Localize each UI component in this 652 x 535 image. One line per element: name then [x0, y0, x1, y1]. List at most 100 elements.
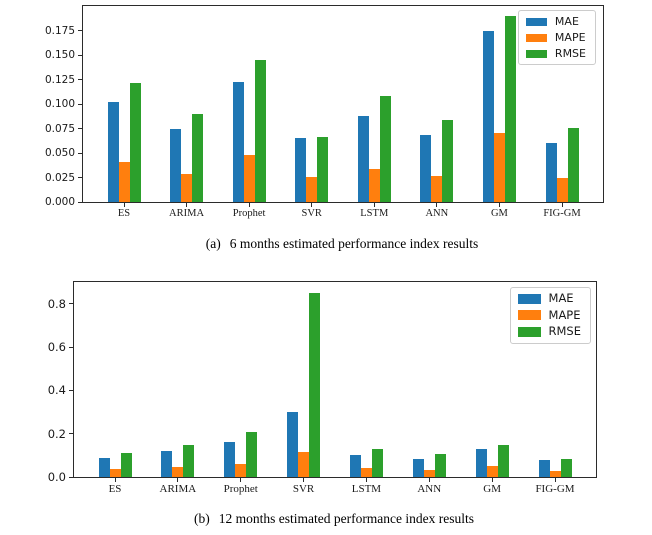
y-tick-label: 0.150: [44, 49, 75, 61]
bar-mae-fig-gm: [538, 459, 550, 477]
bar-rmse-svr: [317, 137, 329, 202]
legend-label: MAPE: [554, 31, 586, 44]
caption-figure-a: (a) 6 months estimated performance index …: [82, 236, 602, 252]
bar-mape-svr: [306, 176, 318, 202]
legend-entry-mae: MAE: [517, 291, 581, 305]
bar-rmse-es: [120, 453, 132, 477]
bar-mape-lstm: [360, 468, 372, 477]
bar-rmse-lstm: [371, 449, 383, 477]
chart-6-months-plot-area: 0.000 0.025 0.050 0.075 0.100 0.125 0.150 0.175…: [45, 5, 604, 219]
bar-mape-prophet: [235, 464, 247, 477]
x-tick-label: LSTM: [360, 208, 389, 219]
legend-swatch-mae: [517, 293, 541, 304]
bar-rmse-fig-gm: [567, 127, 579, 202]
legend-swatch-rmse: [525, 49, 547, 58]
y-axis-tick: [78, 177, 82, 178]
x-tick-label: FIG-GM: [543, 208, 581, 219]
y-axis-tick: [78, 79, 82, 80]
bar-mape-ann: [423, 470, 435, 477]
bar-mape-arima: [181, 173, 193, 202]
x-tick-label: Prophet: [223, 483, 258, 495]
bar-rmse-ann: [442, 119, 454, 202]
bar-mae-arima: [161, 451, 173, 477]
caption-b-label: (b): [193, 511, 210, 526]
bar-mae-ann: [420, 135, 432, 202]
bar-mae-svr: [295, 138, 307, 202]
bar-mae-ann: [412, 458, 424, 477]
y-axis-tick: [78, 201, 82, 203]
bar-mape-fig-gm: [556, 177, 568, 202]
bar-mape-lstm: [368, 168, 380, 202]
x-axis-tick: [114, 478, 116, 482]
y-tick-label: 0.6: [47, 340, 66, 354]
bar-rmse-prophet: [246, 431, 258, 477]
y-tick-label: 0.100: [44, 98, 75, 110]
bar-rmse-gm: [497, 444, 509, 477]
legend-swatch-mape: [517, 310, 541, 321]
x-tick-label: SVR: [301, 208, 322, 219]
y-axis-tick: [69, 346, 73, 348]
x-tick-label: SVR: [292, 483, 315, 495]
bar-mape-arima: [172, 467, 184, 477]
y-axis-tick: [78, 152, 82, 154]
y-tick-label: 0.2: [47, 426, 66, 441]
y-axis-tick: [69, 389, 73, 391]
x-tick-label: ES: [108, 483, 122, 495]
bar-mae-lstm: [357, 115, 369, 202]
bar-rmse-fig-gm: [560, 458, 572, 477]
bar-mae-lstm: [349, 454, 361, 477]
x-tick-label: ARIMA: [159, 483, 197, 495]
bar-mape-prophet: [243, 154, 255, 202]
x-tick-label: FIG-GM: [535, 483, 575, 495]
y-tick-label: 0.000: [44, 196, 75, 208]
x-axis-tick: [365, 478, 367, 482]
bar-rmse-arima: [192, 113, 204, 202]
legend-label: RMSE: [548, 324, 581, 338]
x-tick-label: GM: [490, 208, 508, 219]
legend-label: RMSE: [554, 47, 586, 60]
bar-rmse-lstm: [379, 96, 391, 202]
caption-b-text: 12 months estimated performance index re…: [218, 511, 475, 526]
y-tick-label: 0.175: [44, 24, 75, 37]
y-axis-tick: [78, 30, 82, 31]
legend-entry-rmse: RMSE: [525, 47, 586, 60]
x-tick-label: GM: [483, 483, 502, 495]
legend-swatch-rmse: [517, 326, 541, 337]
x-axis-tick: [498, 203, 500, 207]
bar-mae-prophet: [232, 82, 244, 202]
bar-rmse-svr: [309, 292, 321, 477]
x-axis-tick: [303, 478, 305, 482]
y-tick-label: 0.075: [44, 122, 75, 135]
y-axis-tick: [69, 476, 73, 478]
x-tick-label: ES: [117, 208, 131, 219]
bar-mae-svr: [287, 412, 299, 477]
y-axis-tick: [78, 128, 82, 129]
x-tick-label: ARIMA: [169, 208, 205, 219]
bar-mae-gm: [482, 30, 494, 202]
x-axis-tick: [311, 203, 313, 207]
x-axis-tick: [491, 478, 493, 482]
bar-rmse-gm: [504, 15, 516, 202]
y-tick-label: 0.0: [47, 470, 66, 484]
bar-mape-es: [109, 469, 121, 477]
caption-a-text: 6 months estimated performance index res…: [229, 236, 479, 251]
x-axis-tick: [186, 203, 188, 207]
x-axis-tick: [240, 478, 242, 482]
x-axis-tick: [177, 478, 179, 482]
bar-rmse-es: [129, 83, 141, 202]
x-axis-tick: [248, 203, 250, 207]
y-axis-tick: [69, 433, 73, 435]
bar-mae-prophet: [224, 441, 236, 477]
y-tick-label: 0.050: [44, 147, 75, 159]
x-tick-label: ANN: [425, 208, 449, 219]
x-axis-tick: [554, 478, 556, 482]
x-axis-tick: [561, 203, 563, 207]
y-axis-tick: [69, 303, 73, 305]
x-axis-tick: [428, 478, 430, 482]
bar-mae-gm: [475, 448, 487, 477]
bar-mae-arima: [170, 128, 182, 202]
legend-label: MAE: [548, 291, 574, 305]
bar-mape-fig-gm: [549, 470, 561, 477]
legend-entry-mae: MAE: [525, 16, 586, 27]
